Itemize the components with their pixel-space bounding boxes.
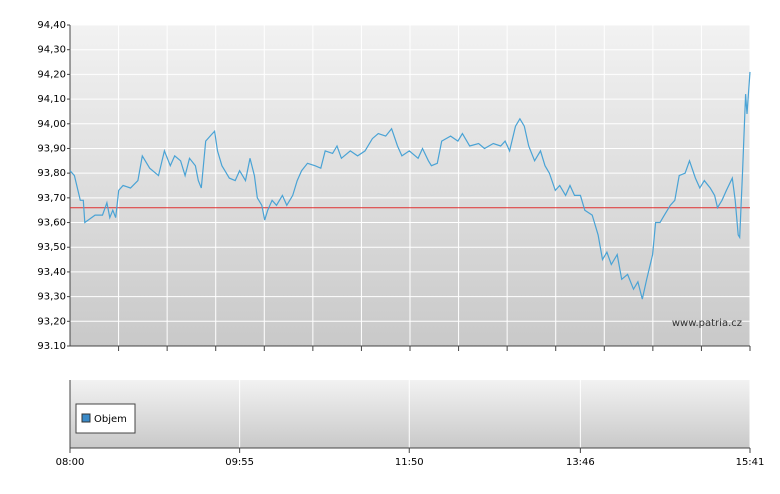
y-tick-label: 93,50: [37, 242, 66, 253]
y-tick-label: 93,30: [37, 292, 66, 303]
legend-swatch: [81, 413, 91, 423]
volume-panel: [70, 380, 750, 448]
x-tick-label: 08:00: [56, 457, 85, 468]
y-tick-label: 93,70: [37, 193, 66, 204]
legend-label: Objem: [94, 414, 127, 425]
y-tick-label: 93,40: [37, 267, 66, 278]
y-tick-label: 94,00: [37, 119, 66, 130]
watermark: www.patria.cz: [672, 318, 742, 329]
x-tick-label: 11:50: [395, 457, 424, 468]
y-tick-label: 93,80: [37, 168, 66, 179]
price-line: [69, 71, 751, 300]
y-tick-label: 93,60: [37, 218, 66, 229]
y-tick-label: 94,10: [37, 94, 66, 105]
x-tick-label: 13:46: [566, 457, 595, 468]
y-tick-label: 94,20: [37, 69, 66, 80]
y-tick-label: 93.10: [37, 341, 66, 352]
y-tick-label: 93,90: [37, 143, 66, 154]
x-tick-label: 09:55: [225, 457, 254, 468]
y-tick-label: 93,20: [37, 316, 66, 327]
x-tick-label: 15:41: [736, 457, 765, 468]
y-tick-label: 94,40: [37, 20, 66, 31]
vertical-grid: [69, 24, 751, 448]
y-tick-label: 94,30: [37, 45, 66, 56]
